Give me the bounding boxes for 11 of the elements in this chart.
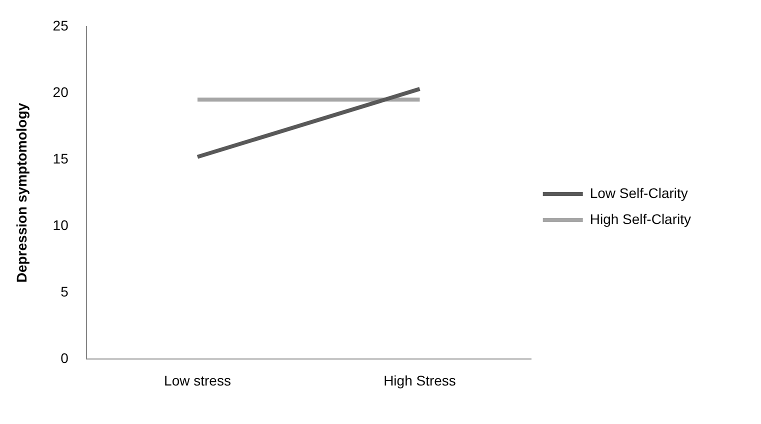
x-tick-label: Low stress (164, 372, 231, 388)
legend-label: Low Self-Clarity (590, 184, 688, 201)
y-tick-label: 15 (52, 150, 69, 166)
legend-label: High Self-Clarity (590, 210, 692, 227)
y-tick-label: 10 (52, 216, 69, 233)
y-tick-label: 20 (52, 84, 69, 100)
x-tick-label: High Stress (384, 372, 456, 388)
y-axis-title: Depression symptomology (13, 102, 30, 283)
y-tick-label: 25 (52, 17, 69, 34)
y-tick-label: 0 (60, 350, 69, 366)
y-tick-label: 5 (60, 284, 69, 300)
